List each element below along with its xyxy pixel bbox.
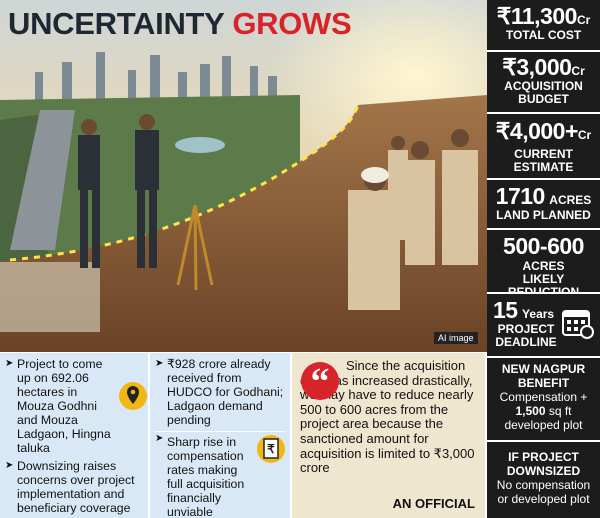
title-part: GROWS: [232, 6, 352, 41]
stat-value: ₹4,000+: [495, 118, 579, 144]
stats-column: ₹11,300Cr TOTAL COST ₹3,000Cr ACQUISITION …: [487, 0, 600, 518]
calendar-icon: [562, 310, 594, 339]
stat-value: ₹11,300: [496, 3, 578, 29]
stat-unit: Years: [522, 307, 555, 321]
rupee-icon: ₹: [257, 435, 285, 463]
bullet: Downsizing raises concerns over project …: [5, 459, 143, 515]
stat-unit: Cr: [571, 64, 585, 78]
benefit-text: No compensation or developed plot: [496, 478, 591, 506]
stat: ₹4,000+Cr CURRENT ESTIMATE: [487, 114, 600, 178]
stat: ₹3,000Cr ACQUISITION BUDGET: [487, 52, 600, 112]
benefit-heading: NEW NAGPUR BENEFIT: [501, 362, 586, 390]
quote-icon: “: [301, 361, 339, 401]
svg-text:₹: ₹: [267, 442, 275, 456]
stat-label: LAND PLANNED: [496, 208, 591, 222]
stat: ₹11,300Cr TOTAL COST: [487, 0, 600, 50]
bullet-column: ₹928 crore already received from HUDCO f…: [150, 353, 290, 518]
image-caption: AI image: [434, 332, 478, 344]
bullet-column: Project to come up on 692.06 hectares in…: [0, 353, 148, 518]
stat-unit: Cr: [577, 128, 592, 142]
bullet: Sharp rise in compensation rates making …: [155, 431, 285, 518]
stat-value: 1710: [495, 183, 546, 209]
quote-box: “ Since the acquisition cost has increas…: [292, 353, 485, 518]
stat: 500-600 ACRES LIKELY REDUCTION: [487, 230, 600, 299]
stat-unit: ACRES: [522, 259, 565, 273]
benefit-text: sq ft developed plot: [504, 404, 583, 432]
notes: Project to come up on 692.06 hectares in…: [0, 353, 485, 518]
quote-attribution: AN OFFICIAL: [392, 496, 475, 512]
benefit-text: Compensation +: [499, 390, 588, 404]
stat-value: ₹3,000: [502, 54, 572, 80]
ai-image: [0, 0, 487, 352]
quote-text: Since the acquisition cost has increased…: [300, 358, 475, 476]
benefit-heading: IF PROJECT DOWNSIZED: [506, 450, 581, 478]
bullet: Project to come up on 692.06 hectares in…: [5, 357, 143, 455]
stat-unit: ACRES: [549, 193, 592, 207]
stat-label: ACQUISITION BUDGET: [504, 79, 583, 106]
stat: 15 Years PROJECT DEADLINE: [487, 294, 600, 356]
benefit-text: 1,500: [515, 404, 546, 418]
bullet: ₹928 crore already received from HUDCO f…: [155, 357, 285, 427]
stat-label: TOTAL COST: [505, 28, 582, 42]
stat-label: CURRENT ESTIMATE: [513, 147, 574, 174]
title: UNCERTAINTY GROWS: [8, 6, 352, 42]
stat-value: 15: [493, 297, 518, 323]
stat: 1710 ACRES LAND PLANNED: [487, 180, 600, 228]
svg-text:“: “: [311, 361, 330, 401]
stat-unit: Cr: [576, 13, 591, 27]
title-part: UNCERTAINTY: [8, 6, 225, 41]
stat-label: PROJECT DEADLINE: [495, 322, 557, 349]
benefit-box: IF PROJECT DOWNSIZED No compensation or d…: [487, 442, 600, 518]
stat-value: 500-600: [503, 233, 584, 259]
location-icon: [119, 382, 147, 410]
benefit-box: NEW NAGPUR BENEFIT Compensation + 1,500 s…: [487, 358, 600, 440]
